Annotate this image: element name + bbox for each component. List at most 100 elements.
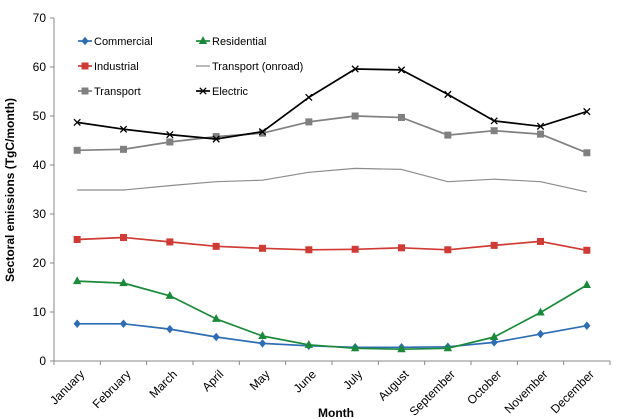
data-point	[444, 246, 452, 254]
series-electric	[73, 65, 591, 143]
data-point	[258, 244, 266, 252]
data-point	[444, 90, 452, 99]
y-tick-label: 60	[33, 60, 47, 74]
x-tick-label: May	[247, 367, 273, 393]
legend-label: Electric	[212, 86, 249, 98]
legend-item-residential: Residential	[196, 36, 266, 48]
y-tick-label: 20	[33, 256, 47, 270]
legend-label: Industrial	[94, 61, 139, 73]
data-point	[119, 319, 128, 329]
x-tick-label: August	[375, 367, 412, 404]
data-point	[81, 87, 89, 95]
data-point	[583, 107, 591, 116]
data-point	[443, 343, 453, 352]
data-point	[536, 237, 544, 245]
data-point	[397, 113, 405, 121]
x-tick-label: April	[199, 367, 226, 394]
data-point-stroke	[583, 107, 591, 116]
x-tick-label: September	[407, 367, 458, 418]
series-line-transport-onroad	[77, 167, 587, 193]
data-point	[397, 244, 405, 252]
legend-label: Transport	[94, 86, 141, 98]
data-point-stroke	[73, 118, 81, 127]
x-tick-label: November	[502, 367, 551, 416]
data-point	[119, 278, 128, 287]
data-point	[211, 314, 221, 322]
data-point	[258, 129, 266, 137]
x-tick-label: February	[90, 367, 134, 411]
y-tick-label: 40	[33, 158, 47, 172]
data-point	[166, 130, 174, 139]
data-point	[258, 331, 267, 340]
data-point-stroke	[119, 125, 128, 133]
data-point	[120, 145, 128, 153]
series-transport	[73, 112, 591, 157]
series-line-electric	[77, 68, 588, 140]
data-point	[490, 117, 498, 125]
data-point	[198, 36, 208, 45]
legend-item-transport: Transport	[78, 86, 141, 98]
series-line-residential	[77, 280, 588, 351]
y-tick-label: 10	[33, 305, 47, 319]
legend-item-industrial: Industrial	[78, 61, 139, 73]
data-point-stroke	[212, 135, 220, 143]
data-point	[536, 122, 545, 130]
series-residential	[72, 276, 592, 353]
y-tick-label: 50	[33, 109, 47, 123]
x-tick-label: December	[548, 367, 597, 416]
data-point	[73, 146, 81, 154]
data-point	[199, 87, 207, 95]
data-point	[397, 344, 406, 353]
x-axis-title: Month	[318, 406, 354, 419]
series-transport-onroad	[77, 167, 587, 193]
y-tick-label: 0	[39, 354, 46, 368]
data-point-stroke	[305, 93, 313, 102]
data-point	[120, 234, 128, 242]
data-point	[212, 135, 220, 143]
legend-label: Transport (onroad)	[212, 61, 303, 73]
data-point-stroke	[166, 130, 174, 139]
y-axis-title: Sectoral emissions (TgC/month)	[3, 98, 17, 282]
x-tick-label: March	[146, 367, 179, 400]
data-point	[489, 332, 499, 340]
data-point-stroke	[444, 90, 452, 99]
data-point	[119, 125, 128, 133]
data-point	[350, 343, 360, 352]
data-point	[583, 321, 591, 330]
legend-item-commercial: Commercial	[78, 36, 153, 48]
y-tick-label: 70	[33, 11, 47, 25]
data-point	[583, 246, 591, 254]
data-point	[490, 338, 498, 347]
data-point	[165, 290, 175, 299]
data-point-stroke	[258, 128, 267, 136]
series-industrial	[73, 234, 591, 254]
data-point	[536, 329, 545, 339]
data-point	[536, 130, 544, 138]
data-point	[351, 112, 359, 120]
data-point-stroke	[199, 87, 207, 95]
data-point	[351, 245, 359, 253]
data-point	[397, 66, 406, 74]
data-point	[166, 324, 174, 334]
data-point	[305, 246, 313, 254]
data-point	[73, 319, 81, 329]
legend-label: Commercial	[94, 36, 153, 48]
data-point	[490, 127, 498, 135]
y-tick-label: 30	[33, 207, 47, 221]
data-point	[166, 238, 174, 246]
data-point	[73, 118, 81, 127]
data-point	[72, 276, 82, 285]
legend-label: Residential	[212, 36, 266, 48]
data-point	[305, 118, 313, 126]
data-point-stroke	[536, 122, 545, 130]
data-point-stroke	[397, 66, 406, 74]
data-point-stroke	[351, 65, 359, 73]
data-point	[81, 62, 89, 70]
legend-item-electric: Electric	[196, 86, 249, 98]
data-point	[212, 242, 220, 250]
x-tick-label: January	[47, 367, 87, 407]
data-point	[304, 339, 314, 348]
data-point	[258, 128, 267, 136]
data-point	[583, 149, 591, 157]
data-point	[81, 36, 89, 46]
